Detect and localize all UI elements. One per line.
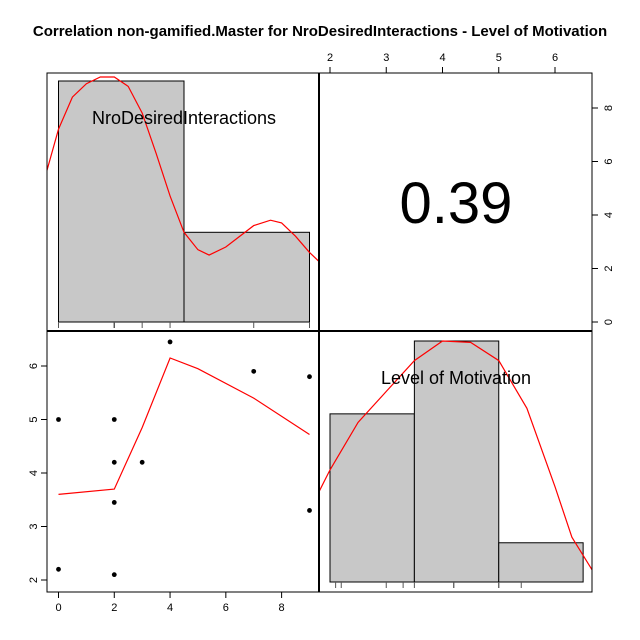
bottom-axis-tick-label-0: 0 <box>55 602 61 614</box>
bottom-axis-tick-label-2: 4 <box>167 602 173 614</box>
left-axis-tick-label-0: 2 <box>28 577 40 583</box>
hist1-density-line <box>47 76 319 263</box>
hist1-bar-0 <box>58 80 185 323</box>
variable-label-level-of-motivation: Level of Motivation <box>381 368 531 388</box>
scatter-point-0 <box>56 417 61 422</box>
right-axis-tick-label-4: 8 <box>603 105 615 111</box>
bottom-axis-tick-label-4: 8 <box>279 602 285 614</box>
hist2-bar-0 <box>329 413 415 583</box>
scatter-point-1 <box>56 566 61 572</box>
correlation-panel: 0.39 <box>400 171 513 236</box>
top-axis-tick-label-0: 2 <box>327 52 333 64</box>
left-axis-tick-label-1: 3 <box>28 523 40 529</box>
right-axis-tick-label-3: 6 <box>603 158 615 164</box>
scatter-point-6 <box>139 459 145 465</box>
chart-title: Correlation non-gamified.Master for NroD… <box>33 23 607 40</box>
right-axis-tick-label-1: 2 <box>603 265 615 271</box>
hist2-bar-1 <box>413 340 500 583</box>
scatter-smoother-line <box>58 357 310 495</box>
left-axis-tick-label-3: 5 <box>28 416 40 422</box>
top-axis-tick-label-1: 3 <box>383 52 389 64</box>
correlation-value: 0.39 <box>400 171 513 236</box>
scatter-point-8 <box>251 368 257 374</box>
bottom-axis-tick-label-3: 6 <box>223 602 229 614</box>
scatter-point-5 <box>111 572 117 578</box>
plot-frame <box>46 72 593 593</box>
right-axis-tick-label-0: 0 <box>603 319 615 325</box>
variable-label-nro-desired-interactions: NroDesiredInteractions <box>92 108 276 128</box>
hist2-density-line <box>319 340 592 571</box>
histogram-panel-level-of-motivation <box>319 340 592 588</box>
scatter-point-7 <box>167 339 173 345</box>
left-axis-tick-label-4: 6 <box>28 363 40 369</box>
bottom-axis-tick-label-1: 2 <box>111 602 117 614</box>
top-axis-tick-label-3: 5 <box>496 52 502 64</box>
scatter-point-10 <box>307 508 312 513</box>
hist2-bar-2 <box>498 542 584 583</box>
scatter-point-4 <box>111 500 117 505</box>
scatter-point-2 <box>111 417 117 422</box>
top-axis-tick-label-4: 6 <box>552 52 558 64</box>
left-axis-tick-label-2: 4 <box>28 470 40 476</box>
top-axis-tick-label-2: 4 <box>439 52 445 64</box>
hist1-bar-1 <box>183 231 310 323</box>
scatter-point-9 <box>307 374 312 380</box>
scatter-point-3 <box>111 459 117 465</box>
histogram-panel-nro-desired-interactions <box>47 76 319 328</box>
scatter-panel <box>56 339 312 578</box>
right-axis-tick-label-2: 4 <box>603 212 615 218</box>
